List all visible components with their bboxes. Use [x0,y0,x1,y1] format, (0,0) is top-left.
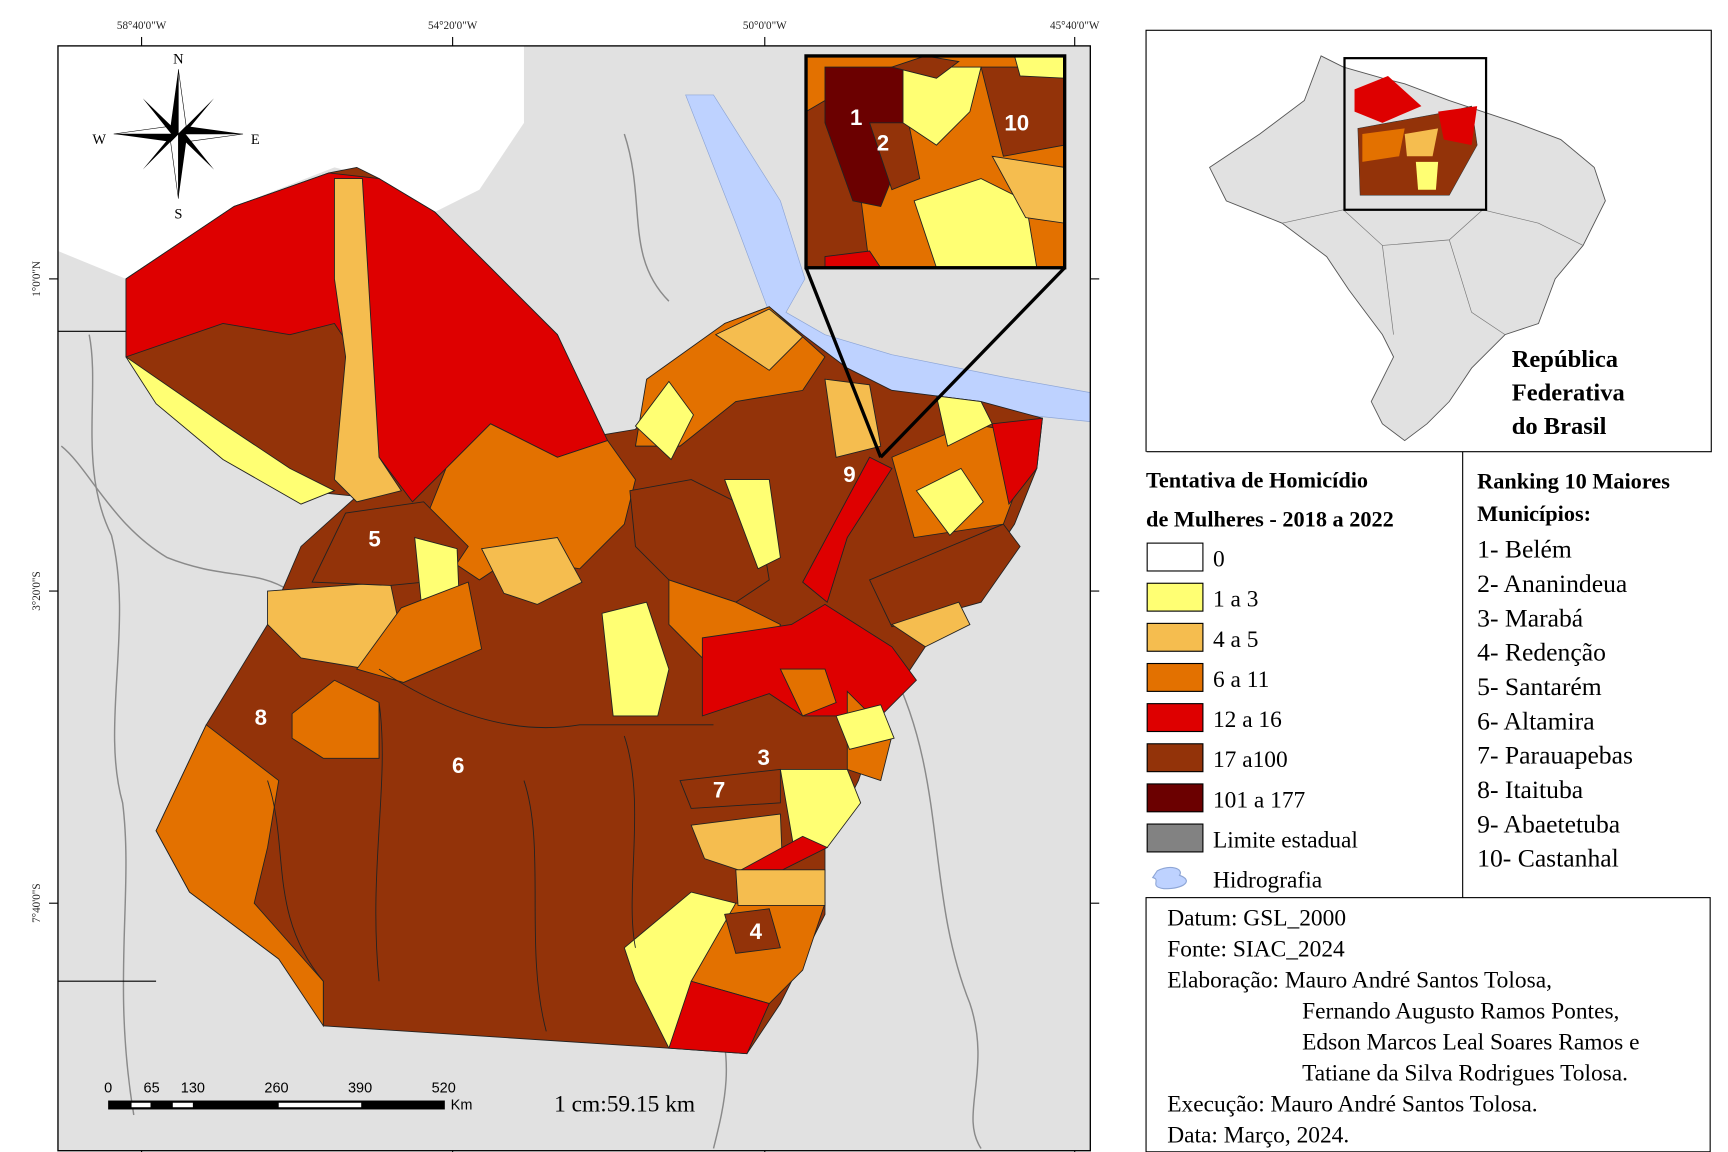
tick-lon-3: 50°0'0"W [743,20,787,32]
ranking-item: 9- Abaetetuba [1477,809,1621,838]
legend-swatch [1146,743,1204,773]
ranking-item: 5- Santarém [1477,672,1602,701]
legend-label: Limite estadual [1213,827,1358,853]
legend-swatch [1146,542,1204,572]
legend-swatch-hydrography-icon [1151,867,1187,890]
scale-tick-65: 65 [144,1081,160,1097]
scale-unit: Km [451,1097,473,1113]
coordinate-ticks: 58°40'0"W 54°20'0"W 50°0'0"W 45°40'0"W 1… [31,20,1100,923]
scale-ratio: 1 cm:59.15 km [554,1092,695,1118]
credit-line: Execução: Mauro André Santos Tolosa. [1167,1091,1537,1117]
credit-line: Elaboração: Mauro André Santos Tolosa, [1167,967,1552,993]
ranking-list: Ranking 10 Maiores Municípios: 1- Belém 2… [1477,468,1670,872]
zoom-inset-belem [804,54,1067,270]
locator-title-2: Federativa [1512,379,1625,406]
ranking-item: 10- Castanhal [1477,844,1619,873]
compass-s: S [174,207,182,223]
ranking-item: 3- Marabá [1477,603,1584,632]
label-abaetetuba: 9 [843,462,855,487]
ranking-title-1: Ranking 10 Maiores [1477,468,1670,493]
legend-label: 6 a 11 [1213,667,1269,693]
compass-n: N [173,52,184,68]
label-parauapebas: 7 [713,777,725,802]
locator-title-3: do Brasil [1512,413,1607,440]
legend-label: Hidrografia [1213,868,1323,894]
locator-title-1: República [1512,346,1618,373]
label-itaituba: 8 [255,705,267,730]
ranking-item: 2- Ananindeua [1477,569,1628,598]
ranking-item: 4- Redenção [1477,638,1606,667]
legend-swatch [1146,823,1204,853]
ranking-item: 1- Belém [1477,535,1572,564]
legend-swatch [1146,703,1204,733]
label-altamira: 6 [452,753,464,778]
credit-line: Fernando Augusto Ramos Pontes, [1302,998,1619,1024]
tick-lat-1: 1°0'0"N [31,261,43,297]
legend-swatch [1146,783,1204,813]
scale-tick-130: 130 [181,1081,205,1097]
ranking-title-2: Municípios: [1477,501,1591,526]
legend-swatch [1146,662,1204,692]
legend-label: 1 a 3 [1213,587,1259,613]
credit-line: Fonte: SIAC_2024 [1167,936,1345,962]
brazil-locator-map: República Federativa do Brasil [1145,29,1712,453]
tick-lon-4: 45°40'0"W [1050,20,1100,32]
legend-label: 0 [1213,547,1225,573]
scale-tick-390: 390 [348,1081,372,1097]
legend-label: 17 a100 [1213,747,1288,773]
legend-swatch [1146,622,1204,652]
label-ananindeua: 2 [877,131,889,156]
legend-label: 4 a 5 [1213,627,1259,653]
credit-line: Data: Março, 2024. [1167,1122,1349,1148]
scale-tick-0: 0 [104,1081,112,1097]
compass-w: W [92,132,106,148]
north-arrow-icon: N S E W [92,52,259,223]
label-belem: 1 [850,105,862,130]
legend-swatch [1146,582,1204,612]
ranking-labels: 1 2 3 4 5 6 7 8 9 10 [255,105,1029,944]
main-map: 1 2 3 4 5 6 7 8 9 10 N S E [57,45,1091,1151]
label-santarem: 5 [368,526,380,551]
ranking-item: 8- Itaituba [1477,775,1584,804]
tick-lat-3: 7°40'0"S [31,883,43,922]
scale-tick-520: 520 [432,1081,456,1097]
ranking-item: 6- Altamira [1477,706,1595,735]
legend-label: 12 a 16 [1213,707,1282,733]
credit-line: Datum: GSL_2000 [1167,906,1346,932]
scale-bar: 0 65 130 260 390 520 Km 1 cm:59.15 km [104,1081,695,1118]
scale-tick-260: 260 [264,1081,288,1097]
credit-line: Edson Marcos Leal Soares Ramos e [1302,1029,1639,1055]
legend-title-1: Tentativa de Homicídio [1146,467,1368,492]
legend-label: 101 a 177 [1213,787,1306,813]
tick-lon-1: 58°40'0"W [117,20,167,32]
tick-lat-2: 3°20'0"S [31,571,43,610]
compass-e: E [251,132,260,148]
legend-title-2: de Mulheres - 2018 a 2022 [1146,506,1394,531]
label-castanhal: 10 [1004,111,1029,136]
legend: Tentativa de Homicídio de Mulheres - 201… [1145,451,1464,898]
tick-lon-2: 54°20'0"W [428,20,478,32]
label-maraba: 3 [757,745,769,770]
ranking-item: 7- Parauapebas [1477,741,1633,770]
credit-line: Tatiane da Silva Rodrigues Tolosa. [1302,1060,1628,1086]
label-redencao: 4 [750,919,763,944]
credits-box: Datum: GSL_2000 Fonte: SIAC_2024 Elaboraçã… [1145,897,1711,1152]
